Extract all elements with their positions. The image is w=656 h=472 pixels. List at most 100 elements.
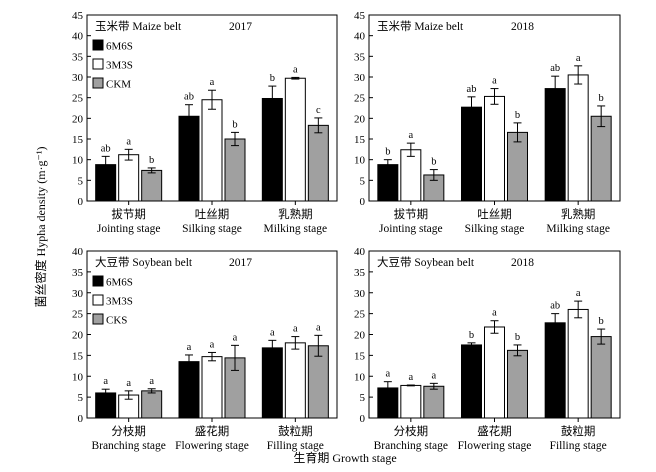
chart-panel: 0 5 10 15 20 25 30 35 40 45 玉米带 Maize belt 2017 6M6S… [72,10,338,235]
x-axis-title: 生育期 Growth stage [293,450,396,465]
y-tick-label: 30 [354,288,366,300]
category-label-cn: 盛花期 [477,424,512,438]
category-label-en: Filling stage [267,440,324,452]
significance-label: a [293,64,298,75]
bar [201,99,223,202]
y-tick-label: 25 [72,93,84,105]
panel-title: 玉米带 Maize belt [95,20,182,33]
bar [544,322,566,419]
y-tick-label: 5 [78,392,84,404]
bar [461,344,482,419]
y-tick-label: 40 [72,31,84,43]
category-label-cn: 拔节期 [111,207,146,221]
significance-label: b [599,93,604,104]
significance-label: ab [467,84,477,95]
y-tick-label: 0 [360,196,366,208]
y-tick-label: 40 [72,246,84,258]
y-tick-label: 20 [72,330,84,342]
y-tick-label: 35 [72,267,84,279]
panel-title: 大豆带 Soybean belt [95,255,193,269]
y-tick-label: 10 [354,155,366,167]
significance-label: a [408,372,413,383]
panel-title: 玉米带 Maize belt [377,20,464,33]
y-tick-label: 0 [78,413,84,425]
y-tick-label: 10 [354,371,366,383]
bar [400,384,422,419]
significance-label: a [431,370,436,381]
category-label-cn: 盛花期 [195,424,230,438]
bar [484,326,505,419]
category-label-en: Branching stage [374,440,448,452]
bar [507,131,528,202]
significance-label: c [316,105,321,116]
bar [461,106,482,202]
panel-title: 大豆带 Soybean belt [377,255,475,269]
significance-label: b [515,110,520,121]
category-label-cn: 吐丝期 [195,208,230,221]
legend-swatch [92,39,104,51]
significance-label: a [293,324,298,335]
y-tick-label: 40 [354,246,366,258]
significance-label: b [431,157,436,168]
y-axis-title: 菌丝密度 Hypha density (m·g⁻¹) [33,147,48,308]
y-tick-label: 10 [72,155,84,167]
y-tick-label: 5 [360,392,366,404]
category-label-en: Silking stage [182,223,242,235]
category-label-cn: 鼓粒期 [278,424,313,438]
chart-panel: 0 5 10 15 20 25 30 35 40 大豆带 Soybean belt 2018 a a a 分… [354,246,621,452]
panels-group: 0 5 10 15 20 25 30 35 40 45 玉米带 Maize belt 2017 6M6S… [72,10,621,452]
significance-label: a [187,342,192,353]
significance-label: a [492,308,497,319]
y-tick-label: 30 [72,288,84,300]
bar [118,154,140,202]
significance-label: b [149,155,154,166]
category-label-en: Flowering stage [175,440,249,452]
y-tick-label: 15 [354,134,366,146]
y-tick-label: 20 [72,113,84,125]
bar [284,342,306,419]
category-label-en: Jointing stage [379,223,443,235]
legend-label: CKS [106,315,127,327]
bar [567,74,589,202]
y-tick-label: 25 [354,93,366,105]
legend-label: 6M6S [106,277,133,289]
category-label-cn: 拔节期 [394,207,429,221]
y-tick-label: 0 [78,196,84,208]
bar [590,336,612,419]
bar [567,308,589,419]
significance-label: ab [184,92,194,103]
significance-label: ab [550,301,560,312]
bar [484,95,505,202]
panel-year: 2017 [229,21,252,33]
significance-label: b [515,332,520,343]
bar [261,347,283,419]
legend-swatch [92,77,104,89]
category-label-en: Milking stage [546,223,610,235]
bar [423,385,445,419]
category-label-cn: 鼓粒期 [561,424,596,438]
bar [201,356,223,419]
y-tick-label: 30 [72,72,84,84]
significance-label: b [270,73,275,84]
significance-label: a [270,327,275,338]
category-label-cn: 乳熟期 [278,207,313,221]
category-label-en: Milking stage [264,223,328,235]
category-label-cn: 吐丝期 [477,208,512,221]
y-tick-label: 40 [354,31,366,43]
bar [307,124,329,202]
significance-label: a [126,136,131,147]
bar [261,97,283,202]
y-tick-label: 20 [354,113,366,125]
y-tick-label: 35 [354,267,366,279]
chart-panel: 0 5 10 15 20 25 30 35 40 大豆带 Soybean belt 2017 6M6S… [72,246,338,452]
y-tick-label: 15 [354,350,366,362]
bar [400,149,422,202]
category-label-cn: 分枝期 [111,424,146,438]
bar [141,390,163,419]
significance-label: a [126,378,131,389]
legend-swatch [92,294,104,306]
significance-label: a [316,322,321,333]
legend-label: 3M3S [106,296,133,308]
